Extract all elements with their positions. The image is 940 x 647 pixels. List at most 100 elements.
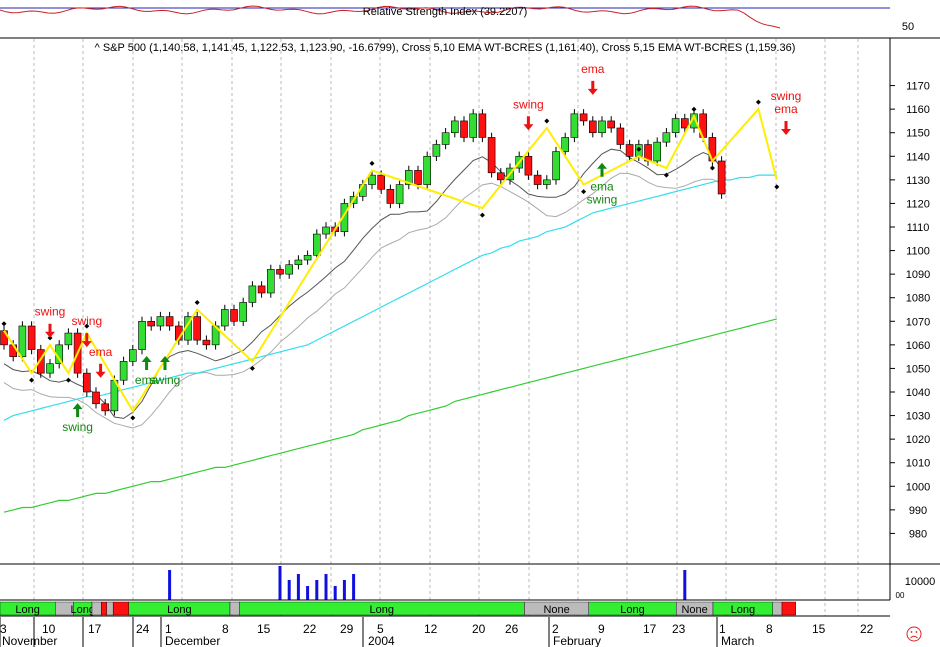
candle-body [432, 144, 441, 157]
signal-label: swing [587, 193, 618, 207]
volume-bar [342, 580, 346, 600]
x-axis-label: 22 [303, 622, 317, 636]
y-tick-label: 990 [909, 505, 927, 517]
y-tick-label: 1010 [906, 458, 930, 470]
x-axis-label: 8 [222, 622, 229, 636]
pivot-marker [29, 377, 35, 383]
candle-body [221, 309, 229, 327]
y-tick-label: 1080 [906, 293, 930, 305]
candle-body [165, 316, 174, 327]
rsi-panel [0, 0, 890, 37]
strip-label: Long [620, 604, 644, 616]
ema-layer [3, 174, 777, 513]
strip-segment [91, 601, 102, 616]
volume-bar [278, 566, 282, 600]
candle-body [450, 120, 459, 134]
signal-layer: swingswingemaswingemaswingswingemaemaswi… [35, 62, 802, 434]
candle-body [478, 113, 487, 138]
x-axis-label: 12 [424, 622, 438, 636]
candle-body [18, 325, 27, 357]
signal-label: ema [774, 102, 798, 116]
buy-arrow-icon [141, 356, 152, 370]
rsi-tick-50: 50 [902, 21, 914, 33]
candle-body [607, 120, 616, 129]
candle-body [64, 332, 73, 346]
pivot-marker [663, 172, 669, 178]
candle-body [83, 372, 91, 393]
volume-bar [296, 574, 300, 600]
price-axis: 980 990 1000 1010 1020 1030 1040 1050 1060 1070 10… [890, 81, 930, 540]
strip-segment [781, 601, 797, 616]
band-dark-line [3, 148, 722, 419]
x-axis-label: 22 [860, 622, 874, 636]
pivot-marker [755, 99, 761, 105]
candle-body [312, 233, 321, 256]
x-axis-label: March [721, 634, 754, 647]
pivot-marker [194, 300, 200, 305]
buy-arrow-icon [72, 403, 83, 418]
pivot-marker [636, 146, 642, 152]
candle-body [36, 349, 45, 374]
sell-arrow-icon [523, 116, 534, 131]
candle-body [147, 320, 155, 327]
candle-body [266, 269, 275, 294]
candle-body [579, 113, 588, 122]
volume-bar [683, 570, 687, 600]
y-tick-label: 1150 [906, 128, 930, 140]
signal-label: swing [35, 305, 66, 319]
strip-label: Long [370, 604, 394, 616]
x-axis-label: 10 [42, 622, 56, 636]
x-axis-label: 17 [643, 622, 657, 636]
sad-face-icon [906, 626, 922, 642]
y-tick-label: 1040 [906, 387, 930, 399]
strip-label: Long [731, 604, 755, 616]
y-tick-label: 1030 [906, 411, 930, 423]
y-tick-label: 1090 [906, 269, 930, 281]
pivot-marker [249, 365, 255, 371]
candle-body [423, 155, 432, 185]
candle-body [119, 361, 128, 381]
candle-body [404, 170, 413, 185]
candle-body [340, 203, 349, 233]
candle-body [717, 160, 726, 195]
x-axis-label: 3 [0, 622, 7, 636]
swing-zigzag [3, 107, 778, 413]
candle-body [653, 141, 662, 162]
candle-body [92, 391, 100, 405]
volume-layer [0, 566, 890, 601]
x-axis-label: 26 [505, 622, 519, 636]
candle-body [294, 259, 303, 266]
candle-body [662, 132, 671, 143]
candle-body [230, 309, 238, 322]
candle-body [368, 174, 376, 185]
band-light-line [3, 172, 722, 429]
pivot-marker [544, 118, 550, 124]
candle-body [129, 349, 137, 362]
buy-arrow-icon [160, 356, 170, 370]
band-layer [3, 148, 722, 429]
candle-body [616, 127, 625, 145]
candle-body [441, 132, 450, 145]
pivot-marker [774, 184, 780, 190]
signal-label: ema [89, 345, 113, 359]
x-axis-label: 2004 [368, 634, 395, 647]
x-axis-label: 2 [552, 622, 559, 636]
rsi-layer [0, 5, 890, 29]
candle-body [680, 118, 689, 129]
candle-body [460, 120, 468, 138]
candle-body [561, 137, 570, 152]
x-axis-label: 1 [719, 622, 726, 636]
x-axis-label: 24 [136, 622, 150, 636]
candle-body [322, 226, 330, 235]
y-tick-label: 1060 [906, 340, 930, 352]
y-tick-label: 1140 [906, 151, 930, 163]
volume-bar [306, 586, 310, 600]
x-axis-label: 23 [672, 622, 686, 636]
rsi-line [0, 5, 781, 29]
y-tick-label: 1130 [906, 175, 930, 187]
candle-body [138, 320, 146, 350]
candle-body [101, 403, 109, 412]
volume-bar [352, 574, 356, 600]
rsi-title: Relative Strength Index (39.2207) [363, 6, 528, 18]
